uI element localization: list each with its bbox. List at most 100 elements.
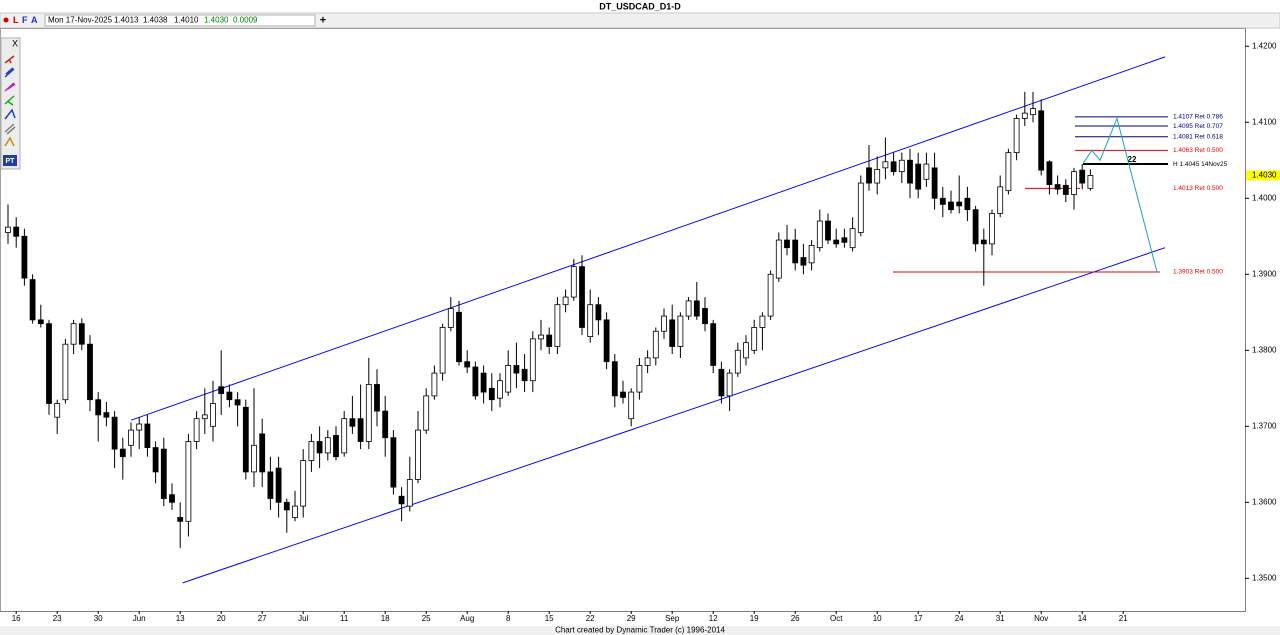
toolbar-button[interactable]: F — [22, 15, 28, 25]
x-tick-label: Oct — [830, 614, 843, 623]
candle-body — [849, 228, 856, 249]
x-tick-label: Nov — [1034, 614, 1048, 623]
candle-body — [70, 323, 77, 345]
candle-body — [792, 239, 799, 264]
x-tick-label: 12 — [709, 614, 718, 623]
candle-body — [406, 479, 413, 507]
tool-icon[interactable] — [4, 82, 16, 92]
candle-body — [546, 334, 553, 347]
candle-body — [989, 213, 995, 245]
x-tick-label: 21 — [1119, 614, 1128, 623]
candle-body — [464, 361, 471, 368]
candle-body — [185, 441, 192, 522]
quote-close: 1.4030 — [204, 16, 229, 25]
candle-body — [1062, 184, 1069, 195]
candle-body — [652, 330, 659, 359]
x-tick-label: 11 — [340, 614, 349, 623]
tool-icon[interactable] — [4, 108, 16, 120]
candle-body — [349, 418, 356, 427]
x-tick-label: 15 — [545, 614, 554, 623]
x-tick-label: 20 — [217, 614, 226, 623]
tool-icon[interactable] — [3, 155, 17, 166]
x-tick-label: Sep — [665, 614, 680, 623]
x-tick-label: 22 — [586, 614, 595, 623]
x-tick-label: 13 — [176, 614, 185, 623]
candle-body — [669, 319, 676, 347]
candle-body — [390, 437, 397, 488]
candle-body — [292, 505, 298, 518]
x-tick-label: Jun — [133, 614, 146, 623]
candle-body — [87, 343, 93, 401]
candle-body — [267, 471, 274, 499]
candle-body — [29, 279, 36, 321]
x-tick-label: 25 — [422, 614, 431, 623]
candle-body — [234, 399, 241, 406]
candle-body — [341, 418, 348, 454]
candle-body — [579, 266, 585, 328]
toolbar-button[interactable]: A — [31, 15, 38, 25]
tool-icon[interactable] — [4, 67, 15, 78]
level-label: 1.4063 Ret 0.500 — [1173, 147, 1223, 154]
candle-body — [472, 366, 479, 397]
candle-body — [54, 403, 61, 418]
quote-box — [44, 14, 316, 27]
candle-body — [767, 273, 774, 317]
tool-icon-label: PT — [6, 158, 16, 165]
y-tick-label: 1.3700 — [1252, 421, 1277, 430]
x-tick-label: 17 — [914, 614, 923, 623]
tool-icon[interactable] — [4, 55, 15, 64]
candle-body — [513, 365, 520, 374]
candle-body — [948, 201, 954, 211]
candle-body — [480, 372, 487, 393]
candle-body — [661, 315, 667, 332]
candle-body — [734, 349, 741, 374]
toolbar-button[interactable]: L — [13, 15, 19, 25]
candle-body — [1071, 171, 1077, 195]
tool-icon[interactable] — [4, 136, 15, 147]
candle-body — [1030, 108, 1036, 116]
candle-body — [46, 323, 52, 404]
quote-high: 1.4038 — [143, 16, 168, 25]
level-label: 1.3903 Ret 0.500 — [1173, 269, 1223, 276]
projection-path — [1082, 116, 1158, 273]
candle-body — [95, 399, 102, 416]
candle-body — [357, 418, 364, 442]
candle-body — [628, 391, 635, 420]
candle-body — [210, 403, 216, 427]
candle-body — [751, 327, 758, 351]
x-tick-label: 14 — [1078, 614, 1087, 623]
quote-change: 0.0009 — [233, 16, 258, 25]
candle-body — [800, 257, 807, 266]
close-button[interactable]: X — [12, 38, 18, 48]
candle-body — [374, 384, 380, 412]
record-button[interactable] — [3, 17, 9, 23]
tool-icon[interactable] — [4, 95, 15, 106]
x-tick-label: 19 — [750, 614, 759, 623]
y-tick-label: 1.4000 — [1252, 193, 1277, 202]
x-tick-label: Jul — [298, 614, 308, 623]
candle-body — [1079, 169, 1086, 184]
chart-title: DT_USDCAD_D1-D — [599, 1, 681, 11]
trend-channel — [182, 247, 1166, 584]
add-button[interactable]: + — [320, 14, 326, 26]
y-tick-label: 1.3900 — [1252, 269, 1277, 278]
candle-body — [497, 380, 503, 399]
candle-body — [226, 391, 233, 401]
candle-body — [857, 182, 864, 233]
y-tick-label: 1.4200 — [1252, 41, 1277, 50]
y-tick-label: 1.3500 — [1252, 573, 1277, 582]
candle-body — [103, 412, 110, 418]
candle-body — [956, 201, 963, 207]
candle-body — [595, 304, 602, 321]
candle-body — [538, 334, 544, 340]
candle-body — [603, 319, 610, 363]
x-tick-label: 30 — [94, 614, 103, 623]
x-tick-label: 31 — [996, 614, 1005, 623]
candle-body — [316, 441, 323, 454]
candle-body — [1038, 110, 1045, 171]
candle-body — [931, 167, 938, 199]
candle-body — [570, 266, 577, 298]
tool-icon[interactable] — [4, 123, 16, 135]
candle-body — [825, 220, 831, 241]
footer-bar — [0, 626, 1280, 635]
